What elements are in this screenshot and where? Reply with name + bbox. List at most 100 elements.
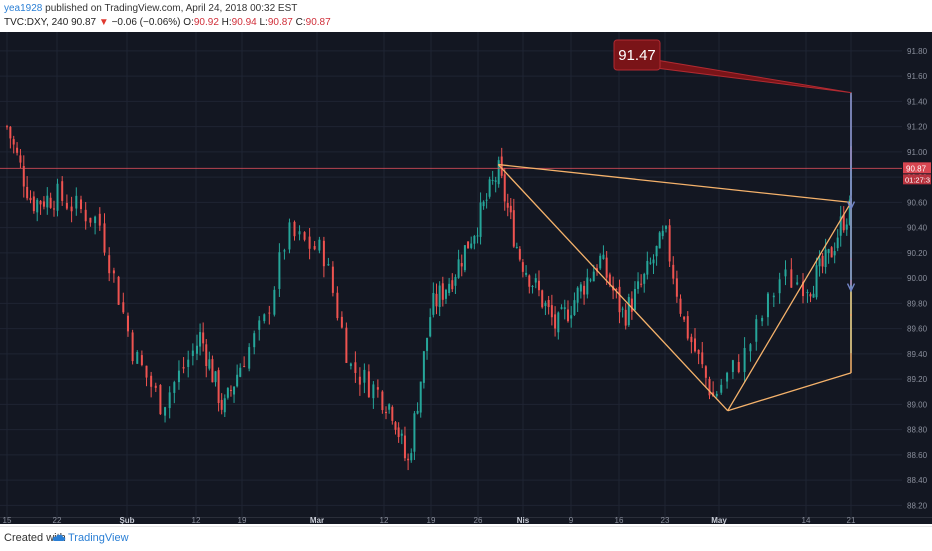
candle-body <box>56 183 59 211</box>
candle-body <box>488 179 491 197</box>
candle-body <box>848 199 851 225</box>
candle-body <box>708 378 711 396</box>
target-callout[interactable]: 91.47 <box>613 39 852 94</box>
candle-body <box>385 411 388 414</box>
candle-body <box>796 282 799 285</box>
candle-body <box>191 350 194 356</box>
candle-body <box>248 347 251 369</box>
candle-body <box>239 367 242 377</box>
candle-body <box>518 248 521 260</box>
y-tick-label: 88.40 <box>907 476 928 485</box>
candle-body <box>512 210 515 247</box>
symbol-label[interactable]: TVC:DXY, 240 <box>4 17 69 28</box>
candle-body <box>336 292 339 319</box>
projection-arrows[interactable] <box>846 92 856 293</box>
candle-body <box>150 375 153 387</box>
candle-body <box>665 226 668 229</box>
high-value: 90.94 <box>231 17 257 28</box>
candle-body <box>576 287 579 303</box>
candle-body <box>463 245 466 271</box>
candle-body <box>686 316 689 339</box>
candle-body <box>318 239 321 251</box>
x-tick-label: 19 <box>238 516 247 524</box>
candle-body <box>534 278 537 283</box>
tradingview-logo-text[interactable]: TradingView <box>68 532 129 544</box>
candle-body <box>497 160 500 185</box>
candle-body <box>403 435 406 459</box>
candle-body <box>293 221 296 237</box>
candle-body <box>177 370 180 383</box>
y-tick-label: 90.60 <box>907 198 928 207</box>
candle-body <box>509 205 512 213</box>
y-tick-label: 91.20 <box>907 123 928 132</box>
x-tick-label: 12 <box>380 516 389 524</box>
candle-body <box>802 281 805 297</box>
candle-body <box>531 285 534 287</box>
candle-body <box>84 209 87 222</box>
candle-body <box>842 214 845 231</box>
candle-body <box>208 359 211 369</box>
y-tick-label: 89.20 <box>907 375 928 384</box>
chart-area[interactable]: 91.47 91.8091.6091.4091.2091.0090.8090.6… <box>0 32 932 525</box>
candle-body <box>615 288 618 291</box>
author-link[interactable]: yea1928 <box>4 3 43 14</box>
y-tick-label: 89.40 <box>907 350 928 359</box>
y-tick-label: 90.00 <box>907 274 928 283</box>
candle-body <box>525 272 528 275</box>
x-tick-label: 22 <box>53 516 62 524</box>
pattern-leg <box>727 372 852 412</box>
candle-body <box>410 453 413 461</box>
low-label: L: <box>259 17 268 28</box>
candle-body <box>570 315 573 319</box>
candle-body <box>827 249 830 254</box>
candle-body <box>726 372 729 382</box>
candle-body <box>649 262 652 264</box>
candle-body <box>658 232 661 249</box>
candle-body <box>541 290 544 308</box>
candle-body <box>675 278 678 297</box>
price-chart[interactable]: 91.47 91.8091.6091.4091.2091.0090.8090.6… <box>0 32 932 525</box>
candle-body <box>560 307 563 309</box>
candle-body <box>573 300 576 315</box>
candle-body <box>621 308 624 310</box>
candle-body <box>697 349 700 355</box>
candle-body <box>494 180 497 182</box>
candle-body <box>652 259 655 264</box>
candle-body <box>397 427 400 438</box>
candle-body <box>117 276 120 305</box>
y-tick-label: 89.80 <box>907 299 928 308</box>
candle-body <box>140 355 143 366</box>
candle-body <box>283 250 286 252</box>
candle-body <box>199 332 202 347</box>
candle-body <box>258 320 261 330</box>
candle-body <box>80 199 82 210</box>
candle-body <box>815 265 818 298</box>
candle-body <box>26 186 29 199</box>
candle-body <box>624 309 627 326</box>
candle-body <box>790 269 793 288</box>
candle-body <box>599 255 602 269</box>
x-tick-label: Şub <box>119 516 134 524</box>
candle-body <box>761 317 764 322</box>
y-tick-label: 88.80 <box>907 426 928 435</box>
time-axis[interactable] <box>0 518 932 524</box>
candle-body <box>154 385 157 388</box>
candle-body <box>640 283 643 285</box>
candle-body <box>755 319 758 342</box>
candle-body <box>836 237 839 249</box>
candle-body <box>233 386 236 395</box>
grid-lines <box>0 32 902 518</box>
candle-body <box>586 277 589 295</box>
candle-body <box>388 404 391 410</box>
candle-body <box>381 391 384 411</box>
candle-body <box>460 263 463 267</box>
candle-body <box>98 213 101 226</box>
candle-body <box>547 299 550 308</box>
candle-body <box>263 314 266 322</box>
candle-body <box>566 309 569 322</box>
candle-body <box>715 393 718 397</box>
candle-body <box>131 332 134 362</box>
y-tick-label: 91.00 <box>907 148 928 157</box>
candle-body <box>749 344 752 352</box>
price-axis[interactable] <box>902 32 932 524</box>
